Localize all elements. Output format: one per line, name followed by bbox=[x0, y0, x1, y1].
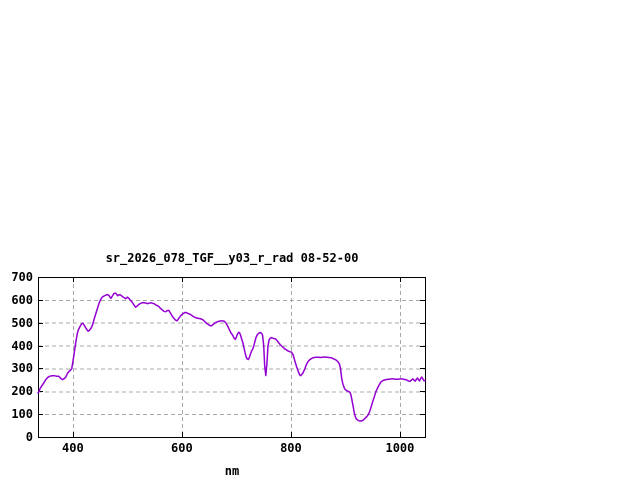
y-tick-label: 400 bbox=[11, 338, 33, 353]
chart-title: sr_2026_078_TGF__y03_r_rad 08-52-00 bbox=[105, 251, 359, 265]
spectrum-line bbox=[37, 292, 426, 422]
x-tick-label: 800 bbox=[280, 441, 302, 455]
x-tick-label: 1000 bbox=[385, 441, 415, 455]
y-tick-label: 700 bbox=[11, 270, 33, 284]
y-tick-label: 200 bbox=[11, 384, 33, 399]
y-tick-label: 500 bbox=[11, 315, 33, 330]
x-axis-label: nm bbox=[224, 464, 240, 478]
y-tick-label: 100 bbox=[11, 407, 33, 422]
y-tick-label: 300 bbox=[11, 361, 33, 376]
plot-border bbox=[38, 277, 426, 438]
x-tick-label: 600 bbox=[171, 441, 193, 455]
y-tick-label: 600 bbox=[11, 292, 33, 307]
x-tick-label: 400 bbox=[62, 441, 84, 455]
y-tick-label: 0 bbox=[25, 430, 33, 444]
